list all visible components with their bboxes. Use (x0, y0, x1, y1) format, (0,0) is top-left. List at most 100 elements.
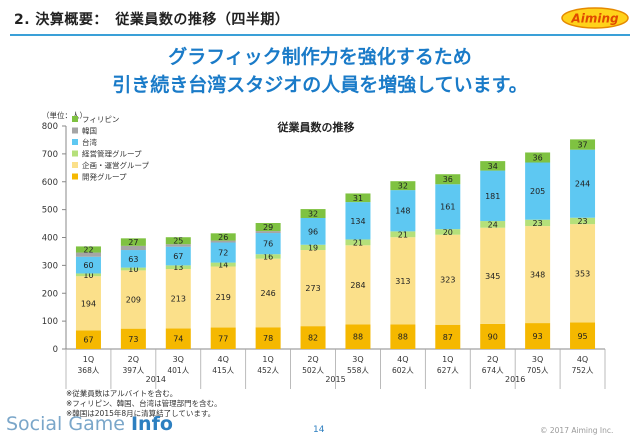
data-label: 32 (398, 182, 408, 191)
bar-segment (390, 190, 416, 232)
data-label: 31 (353, 194, 363, 203)
bar-segment (300, 209, 326, 218)
category-total-label: 415人 (212, 366, 234, 375)
bar-segment (390, 237, 416, 325)
footnote-3: ※韓国は2015年8月に清算結了しています。 (66, 409, 216, 418)
data-label: 82 (308, 334, 318, 343)
bar-segment (480, 221, 506, 228)
headline-line-1: グラフィック制作力を強化するため (168, 46, 472, 68)
y-tick-label: 300 (42, 261, 58, 271)
x-tick-label: 2Q (487, 355, 498, 364)
chart-title: 従業員数の推移 (277, 120, 355, 134)
data-label: 77 (218, 334, 228, 343)
data-label: 36 (533, 153, 543, 162)
header-divider (10, 34, 630, 36)
bar-segment (165, 268, 191, 329)
data-label: 21 (398, 230, 408, 239)
data-label: 323 (440, 276, 455, 285)
y-tick-label: 100 (42, 317, 58, 327)
bar-segment (525, 323, 551, 349)
bar-segment (390, 324, 416, 349)
x-tick-label: 4Q (577, 355, 588, 364)
footnotes: ※従業員数はアルバイトを含む。 ※フィリピン、韓国、台湾は管理部門を含む。 ※韓… (66, 389, 222, 419)
legend-swatch (72, 139, 78, 145)
x-tick-label: 2Q (128, 355, 139, 364)
data-label: 23 (577, 217, 587, 226)
data-label: 16 (263, 252, 273, 261)
category-total-label: 368人 (78, 366, 100, 375)
data-label: 284 (350, 281, 365, 290)
data-label: 74 (173, 335, 183, 344)
category-total-label: 602人 (392, 366, 414, 375)
bar-segment (345, 239, 371, 246)
bar-segment (75, 276, 101, 331)
bar-segment (120, 328, 146, 349)
y-tick-label: 700 (42, 150, 58, 160)
bar-segment (435, 174, 461, 185)
bar-segment (435, 234, 461, 325)
legend-swatch (72, 127, 78, 134)
year-label: 2014 (146, 375, 166, 384)
category-total-label: 558人 (347, 366, 369, 375)
data-label: 10 (128, 265, 138, 274)
brand-bold: Info (130, 413, 173, 435)
x-tick-label: 4Q (397, 355, 408, 364)
bar-segment (300, 326, 326, 349)
bar-segment (570, 224, 596, 323)
x-tick-label: 1Q (262, 355, 273, 364)
data-label: 67 (83, 336, 93, 345)
legend-swatch (72, 116, 78, 122)
legend-label: 開発グループ (82, 172, 127, 182)
bar-segment (75, 256, 101, 274)
data-label: 23 (533, 219, 543, 228)
data-label: 10 (83, 271, 93, 280)
bar-segment (75, 273, 101, 277)
bar-segment (210, 262, 236, 267)
bar-segment (525, 219, 551, 227)
bar-segment (75, 330, 101, 349)
y-tick-label: 500 (42, 206, 58, 216)
data-label: 134 (350, 217, 365, 226)
data-label: 26 (218, 233, 228, 242)
bar-segment (525, 152, 551, 163)
bar-segment (75, 252, 101, 257)
bar-segment (435, 229, 461, 235)
year-label: 2016 (505, 375, 525, 384)
bar-segment (480, 170, 506, 222)
legend-swatch (72, 173, 78, 180)
x-tick-label: 3Q (352, 355, 363, 364)
bar-segment (210, 233, 236, 241)
bar-segment (345, 245, 371, 325)
page-number: 14 (313, 425, 325, 435)
bar-segment (390, 231, 416, 238)
data-label: 36 (443, 175, 453, 184)
data-label: 194 (81, 299, 96, 308)
year-label: 2015 (325, 375, 345, 384)
bar-segment (570, 139, 596, 150)
employee-count-chart: （単位：人） 0 100 200 300 400 500 600 700 800 従業員数の推移 67… (42, 110, 606, 389)
copyright: © 2017 Aiming Inc. (540, 426, 614, 435)
data-label: 148 (395, 207, 410, 216)
headline-line-2: 引き続き台湾スタジオの人員を増強しています。 (112, 74, 528, 96)
legend-swatch (72, 162, 78, 168)
footnote-2: ※フィリピン、韓国、台湾は管理部門を含む。 (66, 399, 222, 408)
data-label: 95 (577, 332, 587, 341)
aiming-logo: Aiming (561, 7, 629, 29)
bar-segment (435, 184, 461, 230)
unit-label: （単位：人） (42, 110, 87, 120)
data-label: 244 (575, 180, 590, 189)
bar-segment (255, 327, 281, 349)
y-tick-label: 400 (42, 234, 58, 244)
bar-segment (480, 323, 506, 349)
category-total-label: 674人 (482, 366, 504, 375)
header: 2. 決算概要： 従業員数の推移（四半期） Aiming (0, 0, 640, 36)
logo-text: Aiming (570, 12, 619, 26)
x-tick-label: 2Q (307, 355, 318, 364)
x-tick-label: 3Q (173, 355, 184, 364)
bar-segment (210, 327, 236, 349)
data-label: 161 (440, 203, 455, 212)
bar-segment (480, 227, 506, 324)
bar-segment (210, 240, 236, 243)
x-tick-label: 3Q (532, 355, 543, 364)
data-label: 313 (395, 277, 410, 286)
